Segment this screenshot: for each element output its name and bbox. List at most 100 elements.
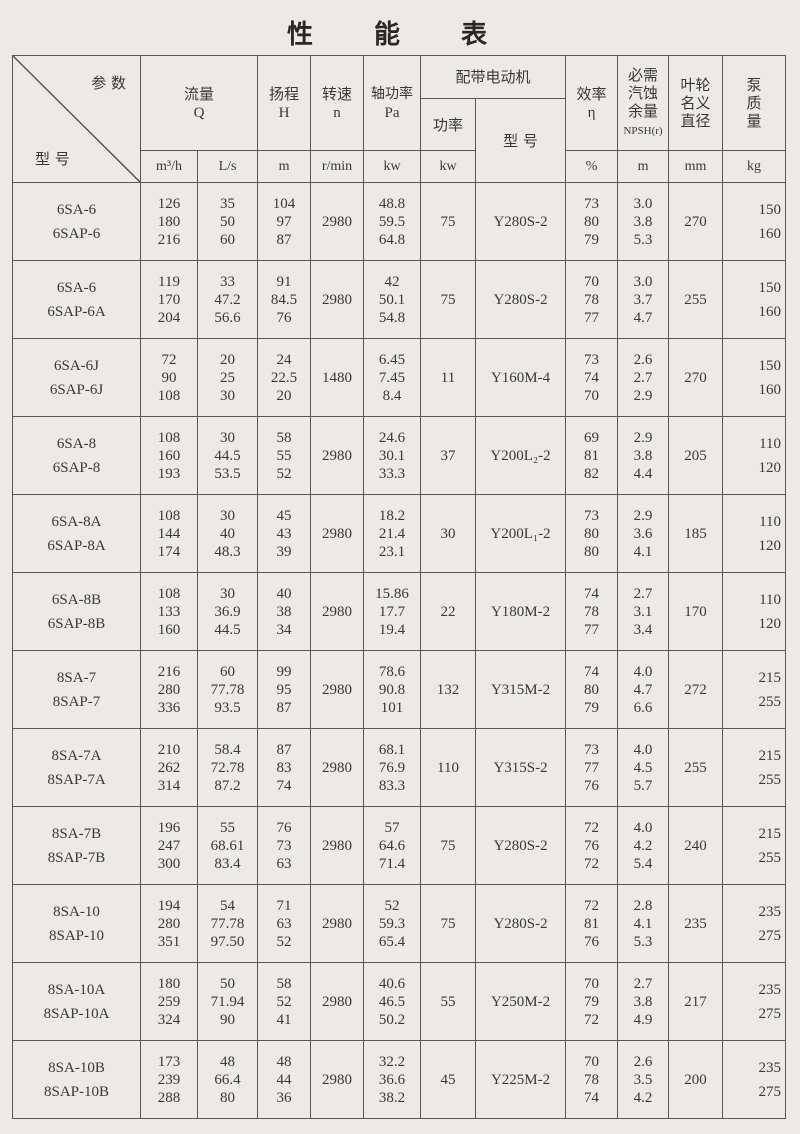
cell-flow-m3h-value: 173 [157, 1053, 181, 1070]
header-model-params: 参 数 型 号 [12, 55, 141, 183]
cell-npsh-value: 3.8 [633, 993, 653, 1010]
cell-head: 99 95 87 [257, 650, 312, 729]
cell-head-value: 43 [276, 525, 292, 542]
cell-flow-m3h-value: 314 [157, 777, 181, 794]
cell-efficiency-value: 79 [584, 231, 600, 248]
cell-flow-m3h-value: 108 [157, 507, 181, 524]
cell-head-value: 22.5 [270, 369, 298, 386]
cell-npsh-value: 4.4 [633, 465, 653, 482]
cell-flow-m3h: 108 160 193 [140, 416, 198, 495]
cell-shaft-power-value: 21.4 [378, 525, 406, 542]
cell-flow-ls-value: 48.3 [214, 543, 241, 560]
cell-efficiency-value: 74 [584, 369, 600, 386]
table-row: 6SA-8 6SAP-8 108 160 193 30 44.5 53.5 58 55 52 2980… [12, 416, 787, 495]
cell-mass-value: 150 [758, 357, 782, 374]
table-row: 6SA-8B 6SAP-8B 108 133 160 30 36.9 44.5 40 38 34 29… [12, 572, 787, 651]
cell-model-value: 6SAP-8 [52, 459, 101, 476]
cell-efficiency-value: 78 [584, 291, 600, 308]
cell-flow-m3h-value: 180 [157, 975, 181, 992]
cell-head-value: 52 [276, 933, 292, 950]
cell-npsh: 2.7 3.1 3.4 [617, 572, 670, 651]
cell-npsh-value: 4.5 [633, 759, 653, 776]
cell-model-value: 6SA-8 [56, 435, 97, 452]
cell-mass-value: 215 [758, 825, 782, 842]
cell-npsh: 4.0 4.2 5.4 [617, 806, 670, 885]
cell-npsh-value: 3.0 [633, 273, 653, 290]
cell-flow-m3h-value: 324 [157, 1011, 181, 1028]
cell-head: 48 44 36 [257, 1040, 312, 1119]
cell-model-value: 6SA-6J [53, 357, 99, 374]
cell-flow-m3h-value: 108 [157, 387, 181, 404]
cell-flow-ls-value: 87.2 [214, 777, 241, 794]
cell-npsh-value: 4.9 [633, 1011, 653, 1028]
cell-flow-ls-value: 48 [220, 1053, 235, 1070]
cell-efficiency-value: 78 [584, 603, 600, 620]
cell-motor-power: 22 [420, 572, 477, 651]
cell-impeller: 272 [668, 650, 724, 729]
cell-flow-m3h-value: 288 [157, 1089, 181, 1106]
cell-model-value: 6SAP-6J [49, 381, 104, 398]
cell-flow-ls-value: 30 [220, 387, 235, 404]
cell-flow-ls-value: 97.50 [210, 933, 245, 950]
cell-flow-ls-value: 66.4 [214, 1071, 241, 1088]
cell-model: 8SA-10 8SAP-10 [12, 884, 141, 963]
cell-shaft-power-value: 65.4 [378, 933, 406, 950]
cell-motor-model: Y200L₂-2 [475, 416, 567, 495]
cell-head-value: 84.5 [270, 291, 298, 308]
cell-efficiency-value: 70 [584, 975, 600, 992]
cell-flow-ls: 20 25 30 [196, 338, 259, 417]
cell-efficiency-value: 73 [584, 507, 600, 524]
cell-npsh-value: 4.0 [633, 663, 653, 680]
cell-npsh-value: 3.7 [633, 291, 653, 308]
cell-efficiency: 74 80 79 [565, 650, 619, 729]
cell-npsh: 4.0 4.7 6.6 [617, 650, 670, 729]
cell-mass-value: 215 [758, 669, 782, 686]
table-body: 6SA-6 6SAP-6 126 180 216 35 50 60 104 97 87 2980 48.… [12, 182, 787, 1119]
cell-head-value: 87 [276, 699, 292, 716]
cell-efficiency-value: 80 [584, 681, 600, 698]
cell-head-value: 63 [276, 855, 292, 872]
cell-npsh-value: 2.7 [633, 975, 653, 992]
cell-head-value: 73 [276, 837, 292, 854]
cell-mass: 215 255 [722, 806, 787, 885]
cell-efficiency: 72 76 72 [565, 806, 619, 885]
cell-head-value: 99 [276, 663, 292, 680]
cell-model: 8SA-10B 8SAP-10B [12, 1040, 141, 1119]
cell-efficiency-value: 70 [584, 1053, 600, 1070]
diagonal-line [13, 56, 141, 183]
cell-model: 8SA-7A 8SAP-7A [12, 728, 141, 807]
cell-flow-m3h-value: 300 [157, 855, 181, 872]
cell-efficiency-value: 70 [584, 273, 600, 290]
cell-efficiency-value: 70 [584, 387, 600, 404]
cell-model-value: 8SAP-10 [48, 927, 104, 944]
cell-flow-ls-value: 35 [220, 195, 235, 212]
cell-npsh-value: 2.6 [633, 351, 653, 368]
cell-flow-ls-value: 83.4 [214, 855, 241, 872]
cell-efficiency-value: 80 [584, 525, 600, 542]
cell-flow-m3h-value: 259 [157, 993, 181, 1010]
cell-motor-model: Y315S-2 [475, 728, 567, 807]
cell-shaft-power: 42 50.1 54.8 [363, 260, 422, 339]
cell-head-value: 36 [276, 1089, 292, 1106]
cell-model-value: 8SAP-7 [52, 693, 101, 710]
cell-head: 76 73 63 [257, 806, 312, 885]
cell-model: 6SA-6 6SAP-6A [12, 260, 141, 339]
cell-efficiency: 74 78 77 [565, 572, 619, 651]
cell-npsh-value: 4.7 [633, 309, 653, 326]
unit-shaft-power: kw [363, 150, 422, 183]
cell-flow-ls-value: 90 [220, 1011, 235, 1028]
unit-speed: r/min [310, 150, 365, 183]
cell-flow-ls-value: 40 [220, 525, 235, 542]
table-row: 8SA-7B 8SAP-7B 196 247 300 55 68.61 83.4 76 73 63 2… [12, 806, 787, 885]
cell-efficiency-value: 72 [584, 855, 600, 872]
table-row: 6SA-8A 6SAP-8A 108 144 174 30 40 48.3 45 43 39 2980… [12, 494, 787, 573]
cell-impeller: 255 [668, 260, 724, 339]
cell-speed: 2980 [310, 182, 365, 261]
cell-flow-m3h-value: 216 [157, 231, 181, 248]
cell-shaft-power-value: 30.1 [378, 447, 406, 464]
cell-flow-m3h-value: 133 [157, 603, 181, 620]
performance-table: 参 数 型 号 流量 Q 扬程 H 转速 n 轴功率 Pa 配带电动机 效率 η 必需汽蚀… [12, 55, 787, 1119]
cell-flow-m3h-value: 180 [157, 213, 181, 230]
cell-motor-power: 55 [420, 962, 477, 1041]
cell-flow-m3h-value: 160 [157, 621, 181, 638]
